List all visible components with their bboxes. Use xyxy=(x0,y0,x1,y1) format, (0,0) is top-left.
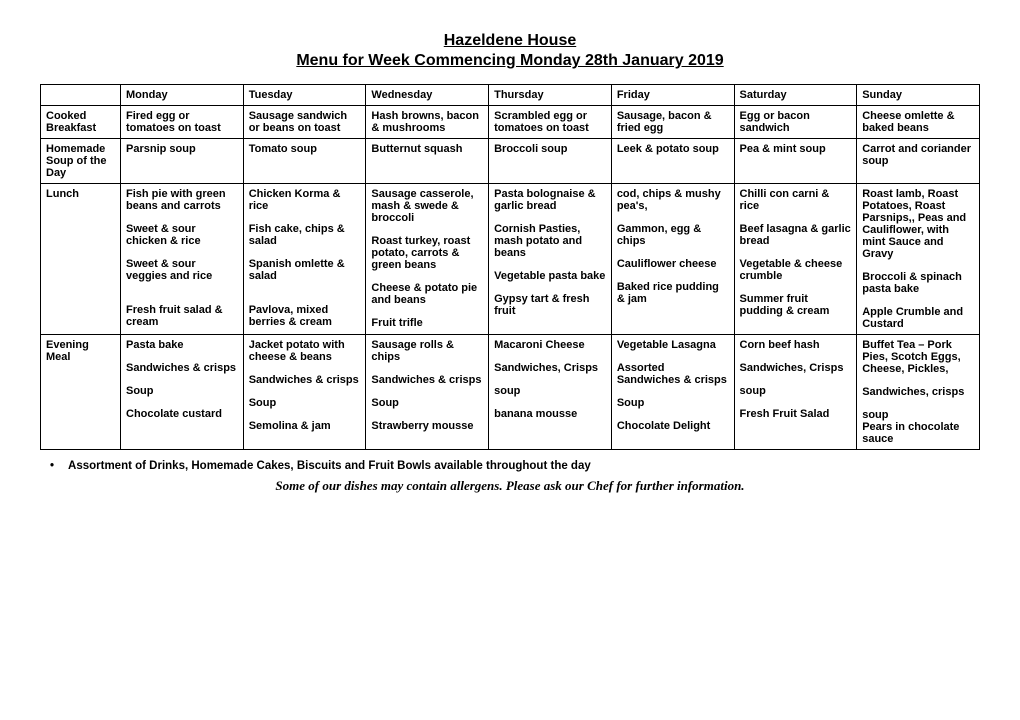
menu-cell: Hash browns, bacon & mushrooms xyxy=(366,106,489,139)
allergen-note: Some of our dishes may contain allergens… xyxy=(40,478,980,494)
menu-cell: Corn beef hash Sandwiches, Crisps soup F… xyxy=(734,335,857,450)
table-row: Homemade Soup of the DayParsnip soupToma… xyxy=(41,139,980,184)
menu-cell: Butternut squash xyxy=(366,139,489,184)
menu-cell: Sausage casserole, mash & swede & brocco… xyxy=(366,184,489,335)
col-header-day: Tuesday xyxy=(243,85,366,106)
menu-cell: Carrot and coriander soup xyxy=(857,139,980,184)
menu-cell: Pasta bake Sandwiches & crisps Soup Choc… xyxy=(121,335,244,450)
table-row: LunchFish pie with green beans and carro… xyxy=(41,184,980,335)
col-header-day: Friday xyxy=(611,85,734,106)
menu-cell: Sausage, bacon & fried egg xyxy=(611,106,734,139)
menu-cell: Pasta bolognaise & garlic bread Cornish … xyxy=(489,184,612,335)
menu-cell: Cheese omlette & baked beans xyxy=(857,106,980,139)
page-title: Hazeldene House xyxy=(40,32,980,50)
col-header-day: Saturday xyxy=(734,85,857,106)
col-header-day: Sunday xyxy=(857,85,980,106)
menu-cell: Leek & potato soup xyxy=(611,139,734,184)
menu-cell: Buffet Tea – Pork Pies, Scotch Eggs, Che… xyxy=(857,335,980,450)
menu-cell: Roast lamb, Roast Potatoes, Roast Parsni… xyxy=(857,184,980,335)
table-header-row: MondayTuesdayWednesdayThursdayFridaySatu… xyxy=(41,85,980,106)
menu-cell: Vegetable Lasagna Assorted Sandwiches & … xyxy=(611,335,734,450)
menu-cell: cod, chips & mushy pea's, Gammon, egg & … xyxy=(611,184,734,335)
menu-cell: Tomato soup xyxy=(243,139,366,184)
menu-cell: Fired egg or tomatoes on toast xyxy=(121,106,244,139)
menu-cell: Fish pie with green beans and carrots Sw… xyxy=(121,184,244,335)
menu-cell: Broccoli soup xyxy=(489,139,612,184)
col-header-empty xyxy=(41,85,121,106)
menu-cell: Chicken Korma & rice Fish cake, chips & … xyxy=(243,184,366,335)
row-label: Evening Meal xyxy=(41,335,121,450)
menu-cell: Parsnip soup xyxy=(121,139,244,184)
menu-table: MondayTuesdayWednesdayThursdayFridaySatu… xyxy=(40,84,980,450)
row-label: Lunch xyxy=(41,184,121,335)
menu-cell: Macaroni Cheese Sandwiches, Crisps soup … xyxy=(489,335,612,450)
row-label: Homemade Soup of the Day xyxy=(41,139,121,184)
menu-cell: Sausage rolls & chips Sandwiches & crisp… xyxy=(366,335,489,450)
menu-cell: Jacket potato with cheese & beans Sandwi… xyxy=(243,335,366,450)
table-row: Evening MealPasta bake Sandwiches & cris… xyxy=(41,335,980,450)
row-label: Cooked Breakfast xyxy=(41,106,121,139)
col-header-day: Wednesday xyxy=(366,85,489,106)
menu-cell: Chilli con carni & rice Beef lasagna & g… xyxy=(734,184,857,335)
footer-note: Assortment of Drinks, Homemade Cakes, Bi… xyxy=(50,460,980,472)
table-row: Cooked BreakfastFired egg or tomatoes on… xyxy=(41,106,980,139)
col-header-day: Monday xyxy=(121,85,244,106)
page-subtitle: Menu for Week Commencing Monday 28th Jan… xyxy=(40,52,980,70)
menu-cell: Scrambled egg or tomatoes on toast xyxy=(489,106,612,139)
menu-cell: Egg or bacon sandwich xyxy=(734,106,857,139)
col-header-day: Thursday xyxy=(489,85,612,106)
menu-cell: Pea & mint soup xyxy=(734,139,857,184)
menu-cell: Sausage sandwich or beans on toast xyxy=(243,106,366,139)
